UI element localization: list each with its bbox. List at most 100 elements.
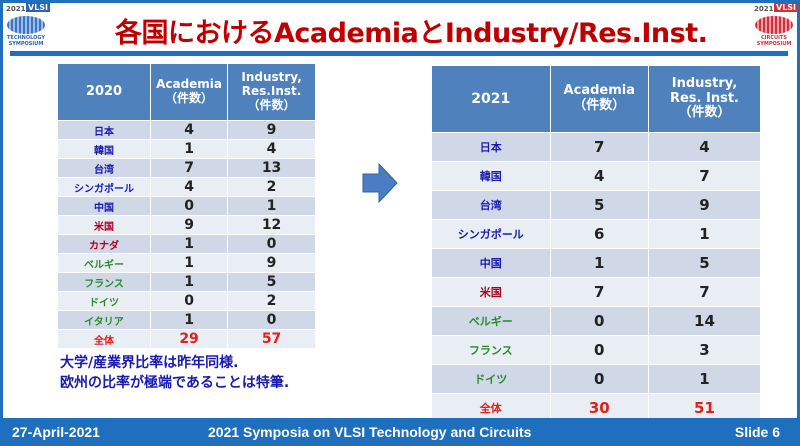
industry-cell: 2: [227, 177, 315, 197]
table-row: ドイツ 0 1: [432, 364, 760, 394]
industry-cell: 7: [648, 277, 760, 307]
country-cell: 全体: [432, 393, 551, 422]
table-row: 韓国 4 7: [432, 161, 760, 191]
table-row: 米国 9 12: [58, 215, 315, 235]
table-row: フランス 0 3: [432, 335, 760, 365]
logo-badge: VLSI: [774, 3, 799, 12]
logo-caption: SYMPOSIUM: [756, 41, 792, 47]
header-industry: Industry, Res.Inst. （件数）: [227, 64, 315, 121]
logo-caption: CIRCUITS: [761, 35, 787, 41]
country-cell: 韓国: [432, 161, 551, 191]
logo-badge: VLSI: [26, 3, 51, 12]
industry-cell: 4: [648, 132, 760, 162]
country-cell: 中国: [432, 248, 551, 278]
country-cell: ドイツ: [432, 364, 551, 394]
industry-cell: 13: [227, 158, 315, 178]
country-cell: イタリア: [58, 310, 152, 330]
academia-cell: 0: [150, 291, 229, 311]
academia-cell: 4: [150, 120, 229, 140]
vlsi-circuits-logo: 2021 VLSI CIRCUITS SYMPOSIUM: [752, 2, 799, 50]
academia-cell: 6: [550, 219, 649, 249]
logo-caption: TECHNOLOGY: [7, 35, 45, 41]
table-row: 韓国 1 4: [58, 139, 315, 159]
industry-cell: 51: [648, 393, 760, 422]
academia-cell: 7: [550, 277, 649, 307]
country-cell: 台湾: [58, 158, 152, 178]
country-cell: ドイツ: [58, 291, 152, 311]
academia-cell: 29: [150, 329, 229, 348]
table-row: 台湾 7 13: [58, 158, 315, 178]
academia-cell: 7: [550, 132, 649, 162]
academia-cell: 1: [150, 139, 229, 159]
academia-cell: 4: [550, 161, 649, 191]
industry-cell: 9: [227, 120, 315, 140]
globe-icon: [7, 16, 45, 34]
table-row: 台湾 5 9: [432, 190, 760, 220]
note-line: 欧州の比率が極端であることは特筆.: [60, 375, 290, 391]
table-2020: 2020 Academia （件数） Industry, Res.Inst. （…: [58, 64, 315, 348]
academia-cell: 1: [150, 253, 229, 273]
academia-cell: 9: [150, 215, 229, 235]
title-divider: [10, 51, 788, 56]
industry-cell: 3: [648, 335, 760, 365]
country-cell: フランス: [432, 335, 551, 365]
industry-cell: 9: [648, 190, 760, 220]
industry-cell: 1: [648, 219, 760, 249]
header-industry: Industry, Res. Inst. （件数）: [648, 66, 760, 133]
table-row: フランス 1 5: [58, 272, 315, 292]
header-year: 2020: [58, 64, 152, 121]
footer-slide-number: Slide 6: [734, 424, 780, 440]
table-row: 日本 7 4: [432, 132, 760, 162]
country-cell: 日本: [58, 120, 152, 140]
table-row: 中国 0 1: [58, 196, 315, 216]
footer-conference: 2021 Symposia on VLSI Technology and Cir…: [208, 424, 532, 440]
academia-cell: 0: [550, 364, 649, 394]
table-row: 米国 7 7: [432, 277, 760, 307]
country-cell: カナダ: [58, 234, 152, 254]
country-cell: 全体: [58, 329, 152, 348]
globe-icon: [755, 16, 793, 34]
header-academia: Academia （件数）: [550, 66, 649, 133]
industry-cell: 0: [227, 310, 315, 330]
industry-cell: 14: [648, 306, 760, 336]
country-cell: ベルギー: [58, 253, 152, 273]
country-cell: シンガポール: [58, 177, 152, 197]
academia-cell: 0: [150, 196, 229, 216]
industry-cell: 9: [227, 253, 315, 273]
right-arrow-icon: [362, 163, 398, 203]
slide-title: 各国におけるAcademiaとIndustry/Res.Inst.: [115, 18, 708, 49]
country-cell: 中国: [58, 196, 152, 216]
total-row: 全体 29 57: [58, 329, 315, 348]
table-row: カナダ 1 0: [58, 234, 315, 254]
table-row: ドイツ 0 2: [58, 291, 315, 311]
industry-cell: 1: [648, 364, 760, 394]
country-cell: 日本: [432, 132, 551, 162]
table-row: ベルギー 0 14: [432, 306, 760, 336]
academia-cell: 1: [150, 234, 229, 254]
note-line: 大学/産業界比率は昨年同様.: [60, 355, 239, 371]
table-row: シンガポール 4 2: [58, 177, 315, 197]
summary-note: 大学/産業界比率は昨年同様. 欧州の比率が極端であることは特筆.: [60, 353, 289, 393]
logo-year: 2021: [754, 5, 774, 13]
industry-cell: 2: [227, 291, 315, 311]
academia-cell: 30: [550, 393, 649, 422]
table-row: イタリア 1 0: [58, 310, 315, 330]
industry-cell: 7: [648, 161, 760, 191]
country-cell: ベルギー: [432, 306, 551, 336]
table-row: シンガポール 6 1: [432, 219, 760, 249]
country-cell: 台湾: [432, 190, 551, 220]
industry-cell: 12: [227, 215, 315, 235]
header-academia: Academia （件数）: [150, 64, 229, 121]
academia-cell: 0: [550, 306, 649, 336]
logo-year: 2021: [6, 5, 26, 13]
logo-caption: SYMPOSIUM: [8, 41, 44, 47]
academia-cell: 0: [550, 335, 649, 365]
academia-cell: 1: [150, 310, 229, 330]
vlsi-technology-logo: 2021 VLSI TECHNOLOGY SYMPOSIUM: [4, 2, 51, 50]
academia-cell: 1: [150, 272, 229, 292]
total-row: 全体 30 51: [432, 393, 760, 422]
industry-cell: 5: [648, 248, 760, 278]
country-cell: 米国: [432, 277, 551, 307]
academia-cell: 1: [550, 248, 649, 278]
